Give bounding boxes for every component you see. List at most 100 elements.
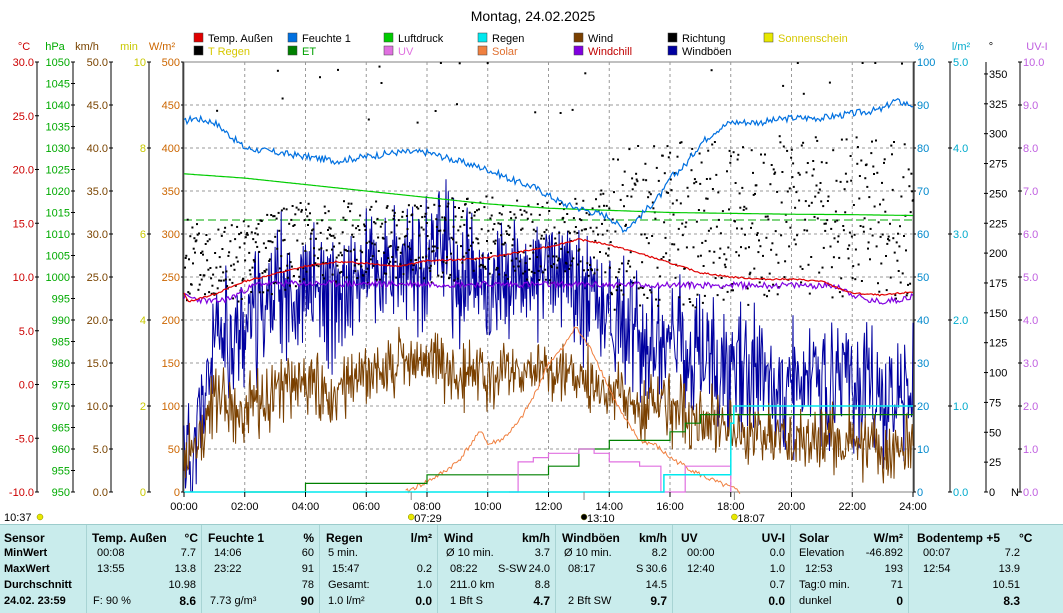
col-solar: Solar W/m² Elevation -46.892 12:53 193 T… bbox=[790, 525, 909, 613]
direction-point bbox=[409, 259, 412, 262]
legend-swatch bbox=[667, 45, 678, 56]
direction-point bbox=[687, 195, 690, 198]
direction-point bbox=[637, 287, 640, 290]
legend-swatch bbox=[763, 32, 774, 43]
direction-point bbox=[674, 276, 677, 279]
direction-point bbox=[482, 266, 485, 269]
direction-point bbox=[715, 173, 718, 176]
x-tick-label: 16:00 bbox=[656, 501, 684, 513]
direction-point bbox=[719, 247, 722, 250]
direction-point bbox=[232, 297, 235, 300]
direction-point bbox=[385, 206, 388, 209]
series-regen bbox=[184, 405, 913, 493]
direction-point bbox=[310, 232, 313, 235]
direction-point bbox=[899, 225, 901, 228]
direction-point bbox=[302, 267, 305, 270]
direction-point bbox=[378, 65, 381, 68]
series-solar bbox=[405, 326, 741, 494]
direction-point bbox=[487, 229, 490, 232]
axis-unit: l/m² bbox=[952, 41, 971, 53]
direction-point bbox=[527, 204, 530, 207]
direction-point bbox=[804, 218, 807, 221]
direction-point bbox=[731, 283, 734, 285]
direction-point bbox=[391, 209, 394, 212]
direction-point bbox=[511, 244, 514, 247]
direction-point bbox=[548, 210, 551, 212]
direction-point bbox=[405, 234, 408, 237]
direction-point bbox=[593, 256, 595, 259]
direction-point bbox=[192, 247, 195, 250]
direction-point bbox=[892, 237, 895, 240]
direction-point bbox=[244, 236, 247, 239]
tick-label: 20.0 bbox=[87, 315, 108, 327]
direction-point bbox=[437, 229, 440, 232]
direction-point bbox=[427, 247, 430, 250]
direction-point bbox=[908, 185, 911, 188]
direction-point bbox=[812, 168, 815, 171]
direction-point bbox=[478, 208, 480, 211]
direction-point bbox=[425, 255, 428, 258]
direction-point bbox=[894, 294, 897, 297]
corner-sun-icon bbox=[36, 513, 44, 521]
direction-point bbox=[660, 258, 663, 260]
direction-point bbox=[305, 208, 307, 211]
direction-point bbox=[488, 257, 491, 260]
direction-point bbox=[525, 211, 528, 214]
direction-point bbox=[357, 263, 360, 266]
series-luftdruck bbox=[183, 173, 913, 217]
direction-point bbox=[610, 291, 613, 294]
direction-point bbox=[855, 136, 858, 139]
direction-point bbox=[817, 191, 820, 194]
direction-point bbox=[443, 229, 446, 232]
direction-point bbox=[678, 296, 681, 299]
direction-point bbox=[251, 266, 254, 269]
direction-point bbox=[367, 118, 370, 121]
direction-point bbox=[452, 238, 454, 241]
direction-point bbox=[710, 69, 713, 72]
direction-point bbox=[852, 265, 855, 268]
direction-point bbox=[260, 220, 263, 222]
direction-point bbox=[205, 234, 208, 236]
direction-point bbox=[538, 279, 541, 281]
direction-point bbox=[818, 188, 821, 191]
direction-point bbox=[389, 260, 392, 263]
direction-point bbox=[502, 243, 505, 246]
min-value: 7.7 bbox=[180, 547, 196, 559]
direction-point bbox=[456, 277, 459, 280]
direction-point bbox=[412, 264, 415, 267]
row-label-max: MaxWert bbox=[4, 563, 50, 575]
direction-point bbox=[324, 212, 327, 215]
direction-point bbox=[792, 162, 795, 165]
direction-point bbox=[748, 246, 750, 249]
direction-point bbox=[869, 258, 871, 261]
tick-label: 5.0 bbox=[953, 57, 968, 69]
direction-point bbox=[399, 263, 402, 266]
direction-point bbox=[304, 250, 307, 252]
direction-point bbox=[321, 274, 324, 277]
row3-value: 14.5 bbox=[645, 579, 667, 591]
direction-point bbox=[294, 213, 297, 216]
direction-point bbox=[556, 266, 559, 269]
direction-point bbox=[286, 264, 289, 267]
legend-label: UV bbox=[398, 46, 414, 58]
direction-point bbox=[666, 145, 669, 148]
direction-point bbox=[216, 109, 219, 112]
direction-point bbox=[431, 245, 434, 248]
direction-point bbox=[510, 259, 513, 262]
tick-label: 1015 bbox=[46, 208, 70, 220]
direction-point bbox=[387, 257, 390, 260]
direction-point bbox=[891, 153, 893, 156]
direction-point bbox=[589, 226, 592, 229]
direction-point bbox=[401, 215, 404, 218]
direction-point bbox=[379, 278, 382, 281]
direction-point bbox=[709, 177, 712, 180]
direction-point bbox=[374, 222, 377, 225]
direction-point bbox=[225, 270, 228, 273]
direction-point bbox=[247, 225, 250, 228]
row2-value: 30.6 bbox=[645, 563, 667, 575]
direction-point bbox=[786, 149, 789, 152]
direction-point bbox=[886, 242, 889, 245]
direction-point bbox=[747, 303, 750, 306]
direction-point bbox=[419, 205, 422, 207]
direction-point bbox=[332, 234, 335, 237]
